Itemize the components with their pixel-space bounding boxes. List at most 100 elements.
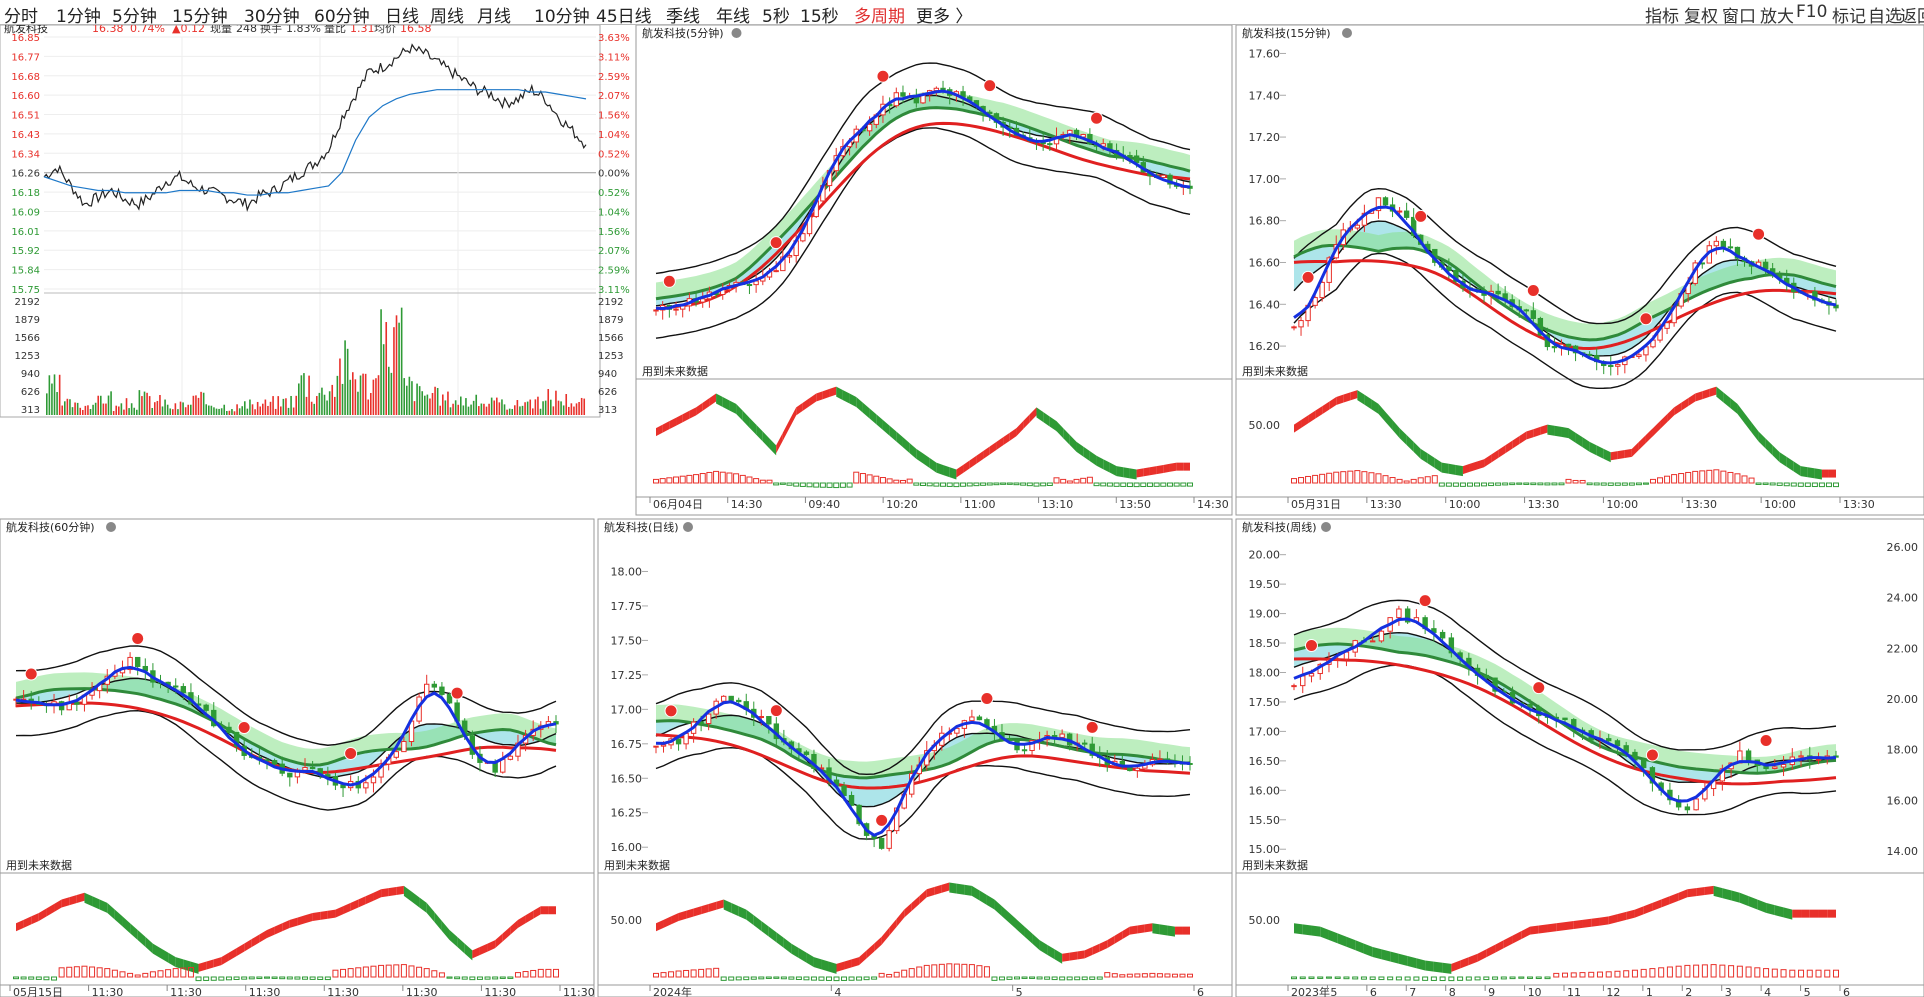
volume-tick-right: 313 bbox=[598, 405, 617, 416]
osc-wave-segment bbox=[656, 424, 663, 437]
osc-hist-up bbox=[659, 478, 666, 484]
period-tab-14[interactable]: 15秒 bbox=[800, 7, 839, 27]
osc-hist-up bbox=[923, 964, 930, 978]
osc-wave-segment bbox=[1406, 435, 1414, 452]
osc-wave-segment bbox=[1709, 386, 1717, 397]
tool-button-3[interactable]: 放大 bbox=[1760, 7, 1794, 27]
osc-hist-down bbox=[294, 976, 301, 980]
period-tab-8[interactable]: 月线 bbox=[477, 7, 511, 27]
period-tab-4[interactable]: 30分钟 bbox=[244, 7, 300, 27]
osc-hist-up bbox=[660, 972, 667, 978]
tool-button-4[interactable]: F10 bbox=[1796, 2, 1828, 22]
osc-wave-segment bbox=[1669, 892, 1679, 905]
osc-hist-down bbox=[1334, 976, 1341, 979]
osc-hist-down bbox=[953, 482, 960, 488]
osc-wave-segment bbox=[994, 899, 1002, 917]
y-tick-label: 19.00 bbox=[1249, 608, 1281, 621]
volume-bar bbox=[58, 374, 61, 415]
osc-hist-down bbox=[1474, 976, 1481, 981]
candle-body bbox=[1404, 608, 1411, 623]
osc-wave-segment bbox=[1556, 922, 1565, 932]
candle-body bbox=[1640, 759, 1647, 769]
osc-hist-down bbox=[317, 976, 324, 980]
osc-wave-segment bbox=[1381, 949, 1391, 962]
volume-tick: 1253 bbox=[15, 351, 40, 362]
tool-button-5[interactable]: 标记 bbox=[1832, 7, 1866, 27]
dropdown-icon bbox=[106, 522, 116, 532]
osc-hist-up bbox=[187, 967, 194, 978]
osc-hist-down bbox=[743, 976, 750, 981]
osc-wave-segment bbox=[671, 913, 679, 925]
osc-hist-up bbox=[1149, 972, 1156, 978]
volume-bar bbox=[226, 411, 228, 415]
volume-bar bbox=[400, 307, 403, 415]
tool-button-7[interactable]: 返回 bbox=[1900, 7, 1924, 27]
osc-hist-up bbox=[1824, 969, 1831, 978]
volume-bar bbox=[398, 322, 400, 415]
osc-wave-segment bbox=[244, 939, 252, 952]
osc-hist-down bbox=[1133, 482, 1140, 488]
osc-wave-segment bbox=[1827, 909, 1836, 918]
osc-wave-segment bbox=[1308, 410, 1316, 424]
volume-bar bbox=[259, 406, 262, 415]
osc-wave-segment bbox=[1009, 913, 1018, 930]
osc-hist-up bbox=[408, 965, 415, 978]
x-label: 11:30 bbox=[249, 986, 281, 997]
osc-hist-down bbox=[1033, 482, 1040, 487]
period-tab-13[interactable]: 5秒 bbox=[762, 7, 790, 27]
osc-wave-segment bbox=[1591, 917, 1600, 927]
period-tab-12[interactable]: 年线 bbox=[716, 7, 750, 27]
osc-wave-segment bbox=[1357, 390, 1365, 405]
osc-wave-segment bbox=[426, 902, 435, 922]
osc-hist-down bbox=[263, 976, 270, 979]
period-tab-11[interactable]: 季线 bbox=[666, 7, 700, 27]
osc-wave-segment bbox=[206, 959, 214, 970]
osc-hist-up bbox=[1126, 973, 1133, 978]
candle-body bbox=[1448, 637, 1455, 654]
osc-hist-down bbox=[799, 482, 806, 487]
period-tab-16[interactable]: 更多 〉 bbox=[916, 7, 973, 27]
candle-body bbox=[1527, 703, 1533, 708]
osc-hist-up bbox=[1073, 478, 1080, 484]
osc-hist-up bbox=[706, 471, 713, 484]
osc-wave-segment bbox=[1096, 455, 1104, 470]
osc-wave-segment bbox=[54, 899, 62, 912]
osc-wave-segment bbox=[1434, 458, 1442, 473]
period-tab-15[interactable]: 多周期 bbox=[854, 7, 905, 27]
candle-body bbox=[393, 751, 399, 758]
quote-vol_label: 现量 bbox=[210, 25, 232, 35]
tool-button-1[interactable]: 复权 bbox=[1684, 7, 1718, 27]
osc-wave-segment bbox=[1336, 394, 1344, 405]
ma-blue-line bbox=[655, 700, 1191, 837]
volume-bar bbox=[526, 401, 529, 415]
volume-bar bbox=[236, 404, 238, 415]
pct-tick: 0.52% bbox=[598, 149, 630, 160]
period-tab-3[interactable]: 15分钟 bbox=[172, 7, 228, 27]
period-tab-6[interactable]: 日线 bbox=[385, 7, 419, 27]
period-tab-5[interactable]: 60分钟 bbox=[314, 7, 370, 27]
candle-body bbox=[1562, 717, 1568, 721]
period-tab-2[interactable]: 5分钟 bbox=[112, 7, 157, 27]
period-tab-0[interactable]: 分时 bbox=[4, 7, 38, 27]
period-tab-9[interactable]: 10分钟 bbox=[534, 7, 590, 27]
volume-bar bbox=[375, 378, 377, 415]
period-tab-1[interactable]: 1分钟 bbox=[56, 7, 101, 27]
ma-green-line bbox=[1293, 243, 1837, 342]
osc-wave-segment bbox=[851, 957, 860, 968]
period-tab-7[interactable]: 周线 bbox=[430, 7, 464, 27]
tool-button-0[interactable]: 指标 bbox=[1645, 7, 1679, 27]
osc-wave-segment bbox=[702, 398, 710, 411]
tool-button-6[interactable]: 自选 bbox=[1868, 7, 1902, 27]
osc-wave-segment bbox=[896, 909, 905, 927]
volume-bar bbox=[467, 406, 470, 415]
volume-bar bbox=[246, 408, 249, 415]
pct-tick: 3.63% bbox=[598, 33, 630, 44]
osc-hist-down bbox=[779, 482, 786, 485]
candle-body bbox=[736, 699, 742, 703]
osc-wave-segment bbox=[1337, 933, 1347, 947]
osc-hist-up bbox=[705, 968, 712, 978]
tool-button-2[interactable]: 窗口 bbox=[1722, 7, 1756, 27]
period-tab-10[interactable]: 45日线 bbox=[596, 7, 652, 27]
osc-hist-down bbox=[1066, 976, 1073, 981]
osc-hist-up bbox=[1368, 472, 1375, 484]
